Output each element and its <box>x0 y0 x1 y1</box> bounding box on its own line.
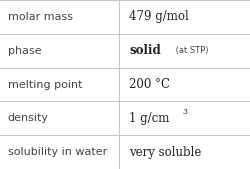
Text: molar mass: molar mass <box>8 12 72 22</box>
Text: (at STP): (at STP) <box>172 46 208 55</box>
Text: 3: 3 <box>182 107 187 116</box>
Text: density: density <box>8 113 48 123</box>
Text: very soluble: very soluble <box>129 146 201 159</box>
Text: 479 g/mol: 479 g/mol <box>129 10 188 23</box>
Text: phase: phase <box>8 46 41 56</box>
Text: melting point: melting point <box>8 79 82 90</box>
Text: 1 g/cm: 1 g/cm <box>129 112 169 125</box>
Text: 200 °C: 200 °C <box>129 78 170 91</box>
Text: solid: solid <box>129 44 160 57</box>
Text: solubility in water: solubility in water <box>8 147 106 157</box>
